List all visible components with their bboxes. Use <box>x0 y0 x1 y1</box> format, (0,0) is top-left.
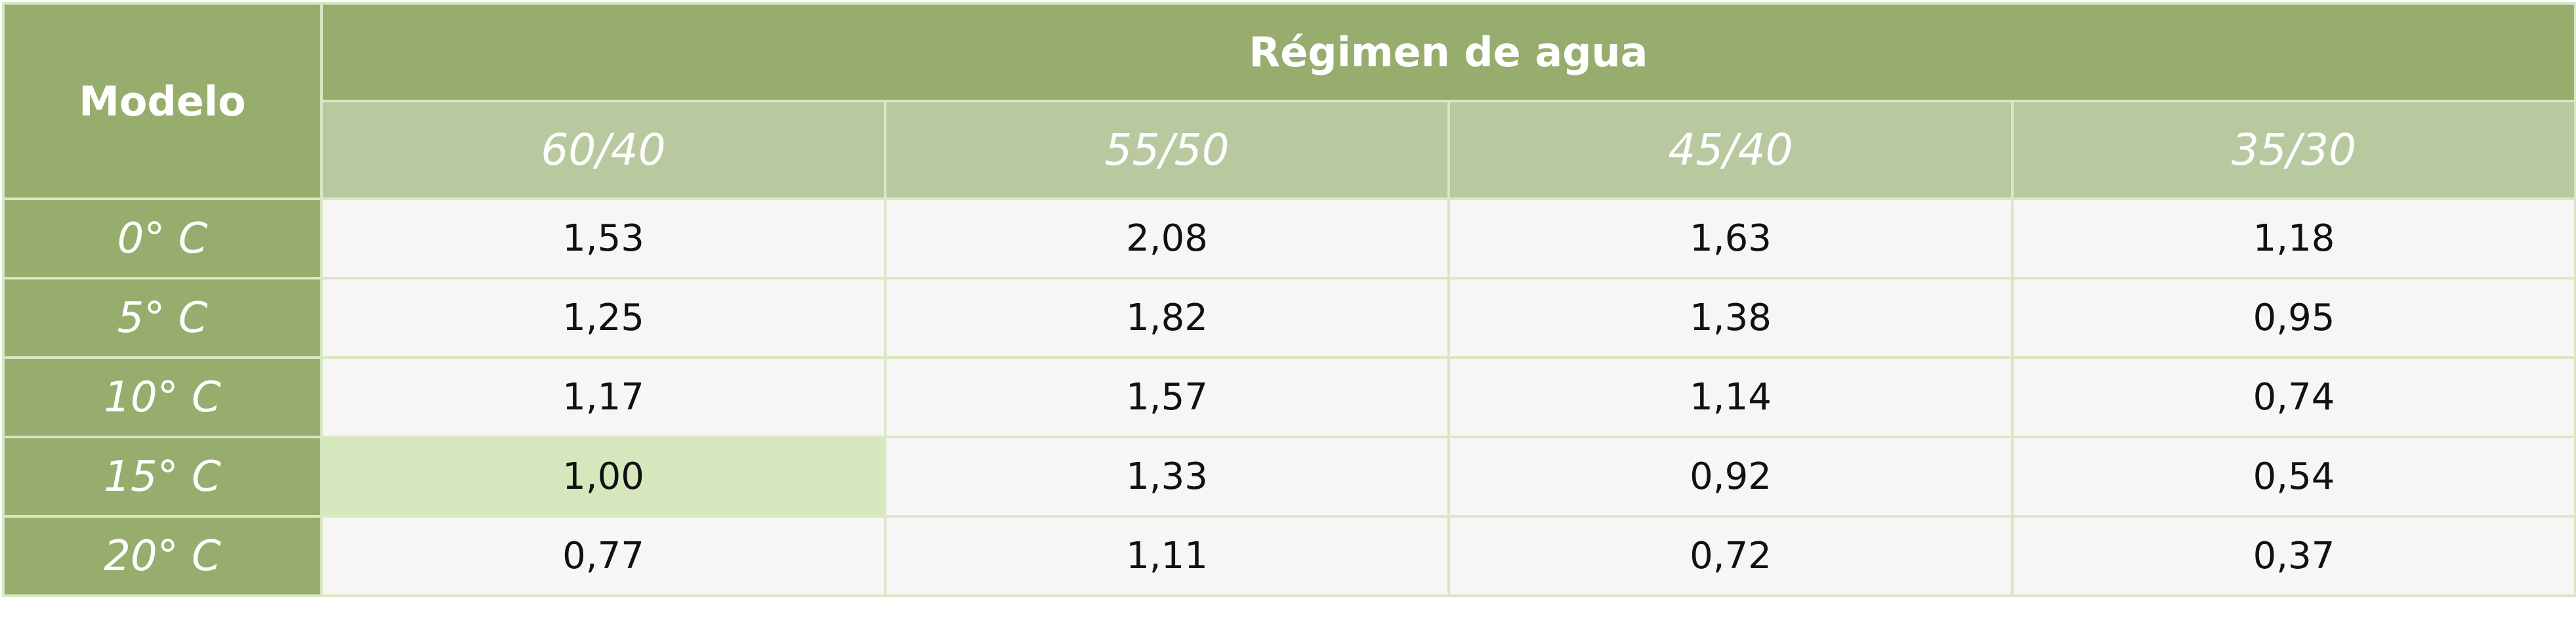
table-cell: 2,08 <box>884 197 1450 280</box>
row-label: 20° C <box>2 515 323 597</box>
column-header: 60/40 <box>320 100 886 200</box>
table-cell: 0,92 <box>1447 436 2014 518</box>
table-row: 5° C 1,25 1,82 1,38 0,95 <box>2 277 2576 359</box>
table-cell: 1,38 <box>1447 277 2014 359</box>
table-cell: 0,54 <box>2010 436 2576 518</box>
row-label: 10° C <box>2 356 323 438</box>
subheader-row: 60/40 55/50 45/40 35/30 <box>3 100 2576 200</box>
column-header: 45/40 <box>1447 100 2014 200</box>
row-label: 0° C <box>2 197 323 280</box>
table-cell: 1,11 <box>884 515 1450 597</box>
table-cell: 1,17 <box>320 356 886 438</box>
row-label: 15° C <box>2 436 323 518</box>
table-cell: 1,57 <box>884 356 1450 438</box>
table-cell: 1,18 <box>2010 197 2576 280</box>
table-body: 0° C 1,53 2,08 1,63 1,18 5° C 1,25 1,82 1,38 0,95… <box>2 197 2576 597</box>
model-header: Modelo <box>2 2 323 200</box>
header-row: Modelo Régimen de agua <box>2 2 2576 200</box>
table-cell: 1,14 <box>1447 356 2014 438</box>
table-cell: 1,00 <box>320 436 886 518</box>
row-label: 5° C <box>2 277 323 359</box>
table-cell: 1,82 <box>884 277 1450 359</box>
table-cell: 1,53 <box>320 197 886 280</box>
data-table: Modelo Régimen de agua 60/40 55/50 45/40… <box>2 2 2576 597</box>
table-cell: 0,77 <box>320 515 886 597</box>
table-row: 20° C 0,77 1,11 0,72 0,37 <box>2 515 2576 597</box>
table-cell: 0,37 <box>2010 515 2576 597</box>
table-row: 0° C 1,53 2,08 1,63 1,18 <box>2 197 2576 280</box>
table-cell: 0,72 <box>1447 515 2014 597</box>
table-row: 15° C 1,00 1,33 0,92 0,54 <box>2 436 2576 518</box>
table-cell: 0,95 <box>2010 277 2576 359</box>
table-row: 10° C 1,17 1,57 1,14 0,74 <box>2 356 2576 438</box>
column-header: 55/50 <box>884 100 1450 200</box>
table-cell: 1,25 <box>320 277 886 359</box>
table-cell: 1,33 <box>884 436 1450 518</box>
table-cell: 1,63 <box>1447 197 2014 280</box>
column-header: 35/30 <box>2010 100 2576 200</box>
table-cell: 0,74 <box>2010 356 2576 438</box>
group-header: Régimen de agua <box>320 2 2576 102</box>
